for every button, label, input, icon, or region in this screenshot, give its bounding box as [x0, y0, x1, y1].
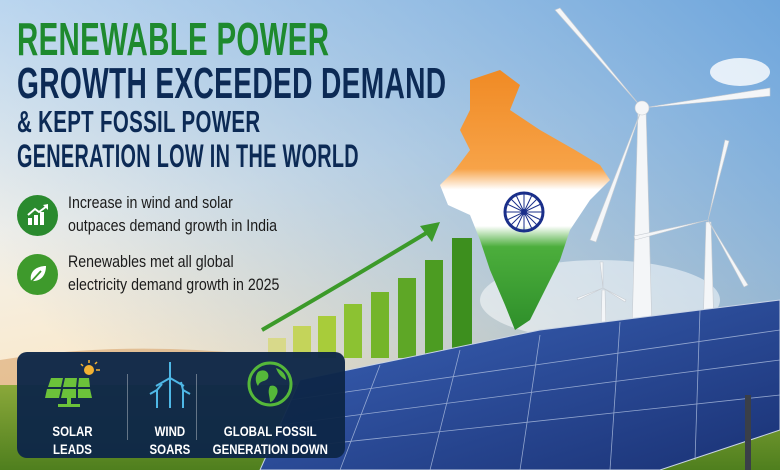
bullet-line: electricity demand growth in 2025: [68, 276, 280, 294]
solar-panel-icon: [45, 360, 100, 407]
highlight-line: WIND: [154, 423, 186, 439]
ashoka-chakra-icon: [503, 191, 545, 233]
highlight-line: GENERATION DOWN: [212, 441, 328, 457]
headline-line-2: GROWTH EXCEEDED DEMAND: [17, 59, 447, 108]
highlight-line: SOARS: [149, 441, 191, 457]
headline-line-1: RENEWABLE POWER: [17, 13, 330, 65]
headline-line-3: & KEPT FOSSIL POWER: [17, 104, 261, 139]
highlights-panel: SOLAR LEADS WIND SOARS GLOBAL FOSSIL GEN…: [17, 352, 345, 458]
bullet-line: outpaces demand growth in India: [68, 217, 278, 235]
growth-chart-icon: [17, 194, 58, 236]
bullet-item: Increase in wind and solar outpaces dema…: [17, 192, 311, 238]
headline-line-4: GENERATION LOW IN THE WORLD: [17, 138, 359, 174]
growth-bars: [268, 238, 472, 358]
highlight-wind: WIND SOARS: [135, 360, 205, 458]
bullet-line: Increase in wind and solar: [68, 194, 233, 212]
highlight-line: GLOBAL FOSSIL: [223, 423, 317, 439]
globe-icon: [247, 361, 293, 407]
bullet-line: Renewables met all global: [68, 253, 234, 271]
highlight-line: SOLAR: [51, 423, 93, 439]
leaf-icon: [17, 253, 58, 295]
wind-turbine-icon: [149, 362, 191, 408]
divider: [127, 374, 128, 440]
highlight-solar: SOLAR LEADS: [37, 360, 107, 458]
highlight-line: LEADS: [52, 441, 92, 457]
highlight-global: GLOBAL FOSSIL GENERATION DOWN: [205, 360, 335, 458]
divider: [196, 374, 197, 440]
bullet-item: Renewables met all global electricity de…: [17, 251, 314, 297]
